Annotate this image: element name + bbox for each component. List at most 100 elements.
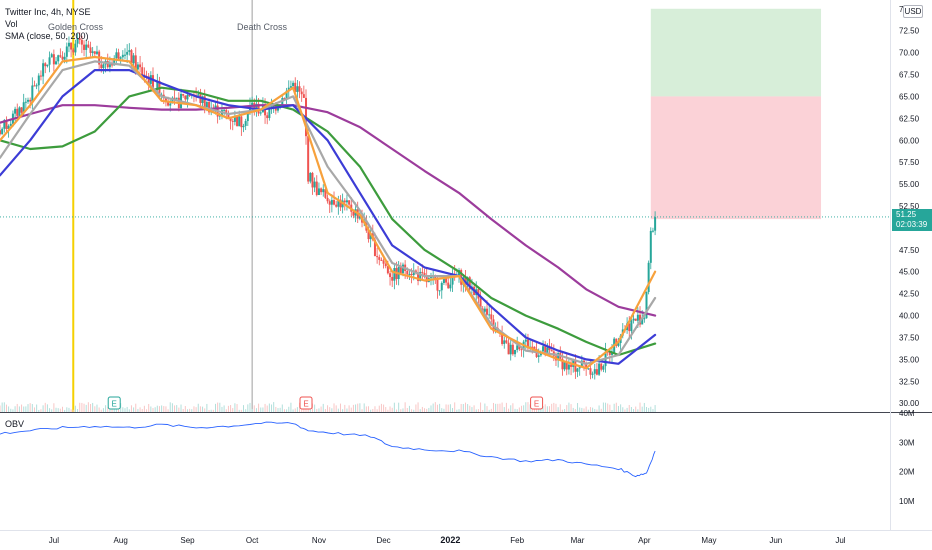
volume-bar: [385, 407, 387, 412]
price-tick-label: 30.00: [899, 399, 920, 408]
volume-bar: [439, 403, 441, 412]
volume-bar: [413, 409, 415, 412]
volume-bar: [441, 408, 443, 412]
candle-body: [593, 369, 596, 374]
volume-bar: [650, 406, 652, 412]
volume-bar: [258, 403, 260, 412]
volume-bar: [275, 406, 277, 412]
candle-body: [479, 298, 482, 309]
volume-bar: [533, 408, 535, 412]
candle-body: [526, 339, 529, 349]
candle-body: [533, 346, 536, 350]
candle-body: [468, 277, 471, 290]
candle-body: [343, 200, 346, 203]
candle-body: [57, 55, 60, 62]
candle-body: [27, 99, 30, 102]
volume-bar: [359, 403, 361, 412]
volume-bar: [1, 402, 3, 412]
candle-body: [585, 362, 588, 369]
candle-body: [389, 273, 392, 278]
volume-bar: [378, 405, 380, 412]
candle-body: [76, 38, 79, 44]
earnings-marker: E: [530, 396, 544, 410]
volume-bar: [230, 405, 232, 412]
candle-body: [563, 362, 566, 370]
time-tick-label: Jun: [769, 536, 782, 545]
volume-bar: [484, 403, 486, 412]
candle-body: [266, 115, 269, 119]
volume-bar: [264, 403, 266, 412]
volume-bar: [508, 408, 510, 412]
death-cross-annotation: Death Cross: [237, 22, 288, 32]
sma-line-2: [0, 86, 657, 357]
volume-bar: [137, 408, 139, 412]
volume-bar: [12, 409, 14, 412]
volume-bar: [622, 407, 624, 412]
candle-body: [72, 49, 75, 53]
volume-bar: [473, 405, 475, 412]
candle-body: [589, 368, 592, 375]
candle-body: [447, 282, 450, 289]
earnings-badge: [107, 396, 121, 410]
volume-bar: [90, 403, 92, 412]
volume-bar: [327, 405, 329, 412]
volume-bar: [557, 407, 559, 412]
price-tick-label: 55.00: [899, 180, 920, 189]
candle-body: [328, 201, 331, 205]
candle-body: [330, 200, 333, 205]
candle-body: [173, 97, 176, 99]
volume-bar: [277, 408, 279, 412]
volume-bar: [100, 409, 102, 412]
candle-body: [113, 58, 116, 66]
volume-bar: [184, 406, 186, 412]
volume-bar: [521, 405, 523, 412]
candle-body: [7, 125, 10, 130]
volume-bar: [555, 403, 557, 412]
candle-body: [139, 64, 142, 68]
volume-bar: [406, 408, 408, 412]
candle-body: [440, 282, 443, 291]
volume-bar: [633, 409, 635, 412]
volume-bar: [44, 402, 46, 412]
volume-bar: [68, 407, 70, 412]
volume-bar: [546, 406, 548, 412]
candle-body: [384, 263, 387, 267]
volume-bar: [40, 409, 42, 412]
earnings-label: E: [303, 400, 308, 409]
candle-body: [369, 233, 372, 240]
sma-label[interactable]: SMA (close, 50, 200): [5, 31, 89, 41]
candle-body: [298, 86, 301, 92]
volume-bar: [344, 404, 346, 412]
volume-bar: [630, 407, 632, 412]
volume-label[interactable]: Vol: [5, 19, 18, 29]
volume-bar: [445, 404, 447, 412]
symbol-title[interactable]: Twitter Inc, 4h, NYSE: [5, 7, 91, 17]
volume-bar: [492, 402, 494, 412]
volume-bar: [107, 407, 109, 412]
volume-bar: [523, 405, 525, 412]
volume-bar: [380, 403, 382, 412]
candle-body: [78, 38, 81, 40]
candle-body: [272, 106, 275, 108]
volume-bar: [363, 403, 365, 412]
sma-line-1: [0, 104, 657, 317]
candle-body: [516, 345, 519, 350]
candle-body: [598, 363, 601, 375]
candle-body: [87, 44, 90, 48]
candle-body: [574, 360, 577, 372]
volume-bar: [143, 405, 145, 412]
obv-label[interactable]: OBV: [5, 419, 25, 429]
candle-body: [548, 347, 551, 351]
volume-bar: [212, 409, 214, 412]
volume-bar: [158, 406, 160, 412]
volume-bar: [154, 407, 156, 412]
candle-body: [511, 344, 514, 355]
candle-body: [152, 75, 155, 90]
candle-body: [537, 355, 540, 357]
earnings-badge: [299, 396, 313, 410]
currency-badge[interactable]: USD: [903, 5, 923, 18]
candle-body: [74, 43, 77, 53]
volume-bar: [135, 403, 137, 412]
